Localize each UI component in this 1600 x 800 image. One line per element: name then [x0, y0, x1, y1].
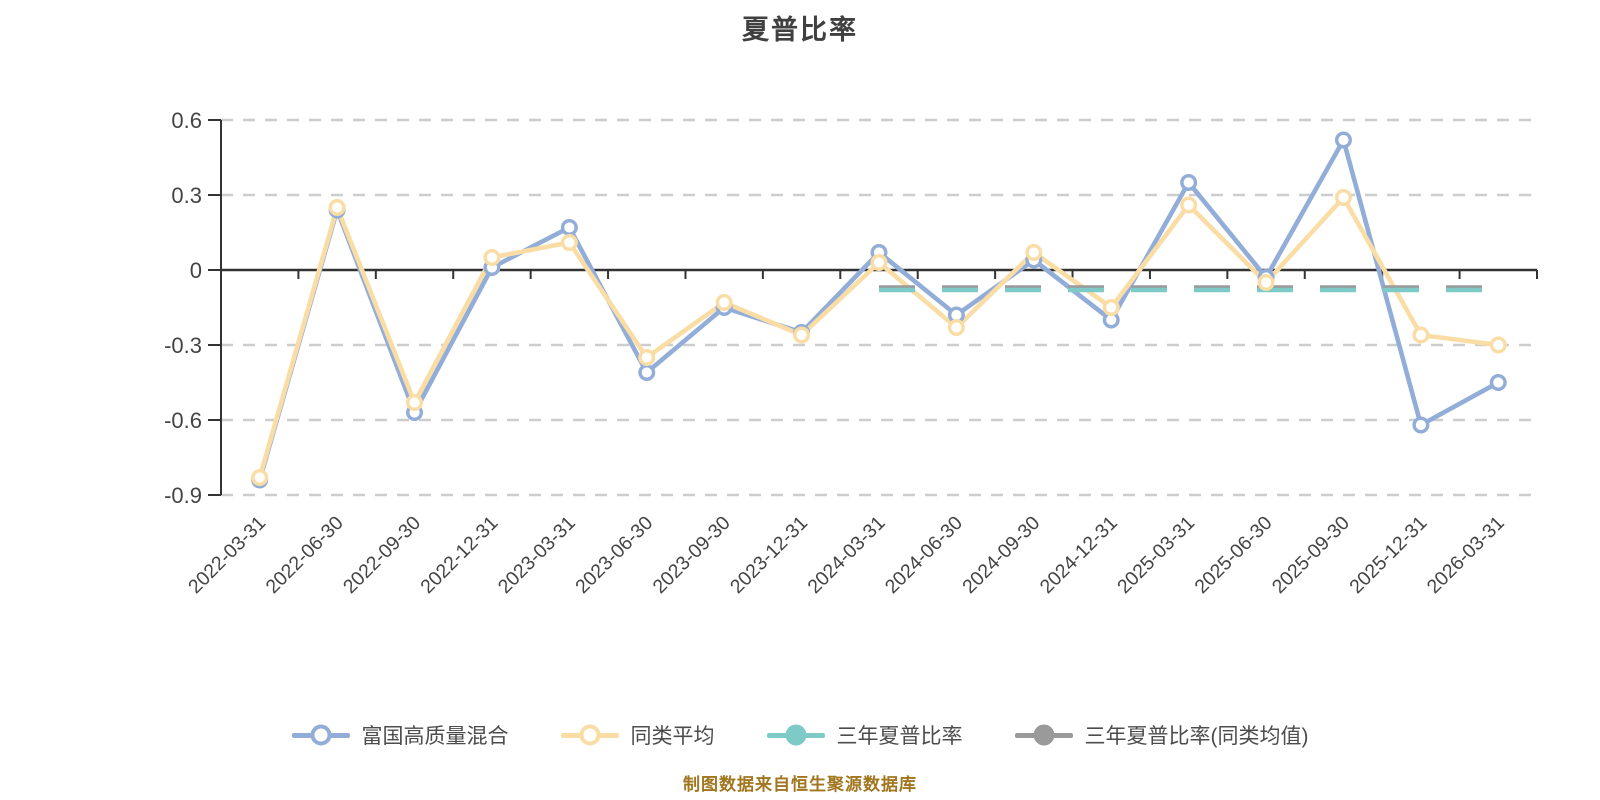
svg-text:0.3: 0.3	[171, 183, 202, 208]
svg-text:2023-06-30: 2023-06-30	[571, 512, 657, 598]
svg-text:2024-03-31: 2024-03-31	[803, 512, 889, 598]
x-axis-labels: 2022-03-312022-06-302022-09-302022-12-31…	[184, 512, 1509, 598]
series-peer-avg	[257, 195, 1499, 479]
svg-text:2025-03-31: 2025-03-31	[1113, 512, 1199, 598]
svg-text:2022-09-30: 2022-09-30	[339, 512, 425, 598]
sharpe-3y-line-marker-icon	[766, 724, 825, 746]
legend-item-fund[interactable]: 富国高质量混合	[291, 720, 509, 750]
svg-text:2022-06-30: 2022-06-30	[262, 512, 348, 598]
y-axis-labels: 0.6 0.3 0 -0.3 -0.6 -0.9	[164, 108, 202, 508]
svg-text:2025-12-31: 2025-12-31	[1345, 512, 1431, 598]
svg-text:-0.6: -0.6	[164, 408, 202, 433]
axes	[208, 119, 1538, 496]
sharpe-3y-peer-line-marker-icon	[1014, 724, 1073, 746]
svg-text:2023-03-31: 2023-03-31	[494, 512, 580, 598]
legend-label-sharpe-3y: 三年夏普比率	[836, 725, 963, 748]
svg-text:2024-12-31: 2024-12-31	[1036, 512, 1122, 598]
svg-text:2022-12-31: 2022-12-31	[416, 512, 502, 598]
chart-title: 夏普比率	[742, 15, 858, 45]
markers-peer-avg	[251, 188, 1507, 487]
svg-text:2024-09-30: 2024-09-30	[958, 512, 1044, 598]
peer-avg-line-marker-icon	[560, 724, 619, 746]
legend-label-sharpe-3y-peer: 三年夏普比率(同类均值)	[1084, 725, 1309, 748]
series-fund	[257, 137, 1500, 481]
svg-text:2023-09-30: 2023-09-30	[649, 512, 735, 598]
svg-text:2022-03-31: 2022-03-31	[184, 512, 270, 598]
fund-line-marker-icon	[291, 724, 350, 746]
legend-item-sharpe-3y-peer[interactable]: 三年夏普比率(同类均值)	[1014, 720, 1309, 750]
svg-text:2023-12-31: 2023-12-31	[726, 512, 812, 598]
svg-text:0.6: 0.6	[171, 108, 202, 133]
svg-text:2024-06-30: 2024-06-30	[881, 512, 967, 598]
legend-label-peer-avg: 同类平均	[630, 725, 715, 748]
svg-text:0: 0	[190, 258, 202, 283]
gridlines	[221, 118, 1537, 497]
legend-item-peer-avg[interactable]: 同类平均	[560, 720, 715, 750]
sharpe-ratio-chart[interactable]: 0.60.30-0.3-0.6-0.92022-03-312022-06-302…	[0, 0, 1600, 680]
svg-text:2025-09-30: 2025-09-30	[1268, 512, 1354, 598]
svg-text:-0.9: -0.9	[164, 483, 202, 508]
legend-item-sharpe-3y[interactable]: 三年夏普比率	[766, 720, 963, 750]
svg-text:-0.3: -0.3	[164, 333, 202, 358]
legend-label-fund: 富国高质量混合	[361, 725, 509, 748]
svg-text:2025-06-30: 2025-06-30	[1191, 512, 1277, 598]
svg-text:2026-03-31: 2026-03-31	[1423, 512, 1509, 598]
chart-legend: 富国高质量混合 同类平均 三年夏普比率 三年夏普比率(同类均值)	[0, 712, 1600, 758]
data-source-caption: 制图数据来自恒生聚源数据库	[683, 775, 917, 794]
